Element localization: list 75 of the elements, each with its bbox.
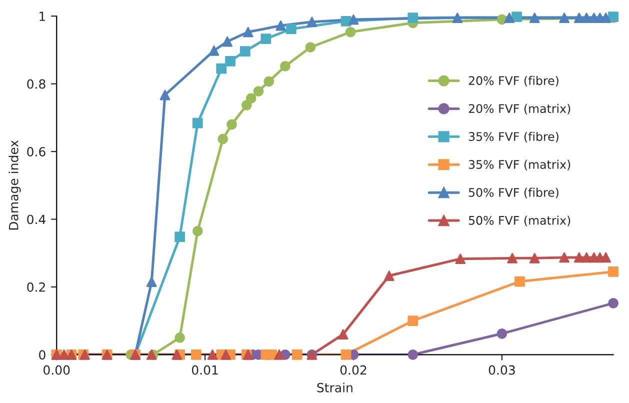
point: [600, 252, 612, 263]
point: [240, 46, 250, 57]
point: [559, 12, 570, 24]
point: [514, 276, 525, 287]
point: [207, 349, 218, 360]
legend-label: 35% FVF (fibre): [468, 132, 558, 142]
y-tick-label: 0.2: [27, 282, 45, 292]
point: [292, 349, 302, 360]
x-tick-label: 0.03: [488, 365, 515, 375]
point: [408, 349, 418, 360]
point: [174, 232, 186, 242]
point: [574, 252, 584, 263]
point: [452, 12, 463, 24]
legend-label: 20% FVF (fibre): [468, 76, 558, 86]
point: [160, 90, 170, 100]
y-tick-label: 0: [39, 350, 46, 360]
point: [174, 332, 186, 343]
legend-label: 50% FVF (fibre): [468, 188, 558, 198]
x-axis-title: Strain: [317, 382, 352, 392]
point: [58, 349, 70, 360]
point: [220, 349, 232, 360]
point: [559, 252, 570, 263]
point: [529, 12, 540, 24]
point: [242, 26, 254, 38]
point: [507, 252, 518, 264]
point: [246, 93, 256, 104]
point: [192, 226, 203, 236]
point: [253, 86, 264, 96]
point: [345, 26, 356, 38]
legend-label: 20% FVF (matrix): [468, 104, 570, 114]
point: [608, 266, 618, 277]
legend-label: 50% FVF (matrix): [468, 216, 570, 226]
point: [218, 134, 228, 144]
legend-label: 35% FVF (matrix): [468, 160, 570, 170]
point: [225, 56, 236, 66]
point: [260, 34, 272, 44]
y-tick-label: 0.8: [27, 79, 46, 89]
x-tick-label: 0.01: [192, 365, 218, 375]
point: [455, 254, 466, 264]
point: [222, 36, 233, 47]
point: [348, 14, 359, 25]
y-axis-title: Damage index: [8, 140, 21, 230]
point: [192, 118, 203, 128]
point: [264, 76, 274, 87]
point: [529, 252, 540, 264]
point: [280, 61, 290, 72]
point: [340, 16, 352, 26]
y-tick-label: 0.4: [27, 214, 46, 224]
point: [574, 12, 584, 24]
point: [266, 349, 278, 360]
point: [276, 20, 286, 31]
point: [190, 349, 202, 360]
point: [496, 328, 508, 339]
point: [286, 24, 296, 34]
x-tick-label: 0.02: [340, 365, 366, 375]
point: [608, 298, 618, 308]
point: [408, 12, 418, 24]
point: [512, 12, 522, 22]
point: [581, 12, 592, 24]
point: [146, 276, 157, 288]
point: [172, 349, 182, 360]
point: [340, 349, 352, 360]
x-tick-label: 0.00: [44, 365, 70, 375]
y-tick-label: 1: [40, 12, 46, 21]
point: [384, 270, 394, 281]
point: [338, 329, 348, 340]
point: [226, 119, 237, 130]
point: [216, 63, 227, 74]
point: [305, 42, 316, 52]
point: [274, 349, 284, 360]
y-tick-label: 0.6: [27, 147, 46, 156]
point: [504, 12, 515, 24]
point: [306, 16, 318, 28]
point: [408, 316, 418, 326]
point: [208, 45, 220, 56]
